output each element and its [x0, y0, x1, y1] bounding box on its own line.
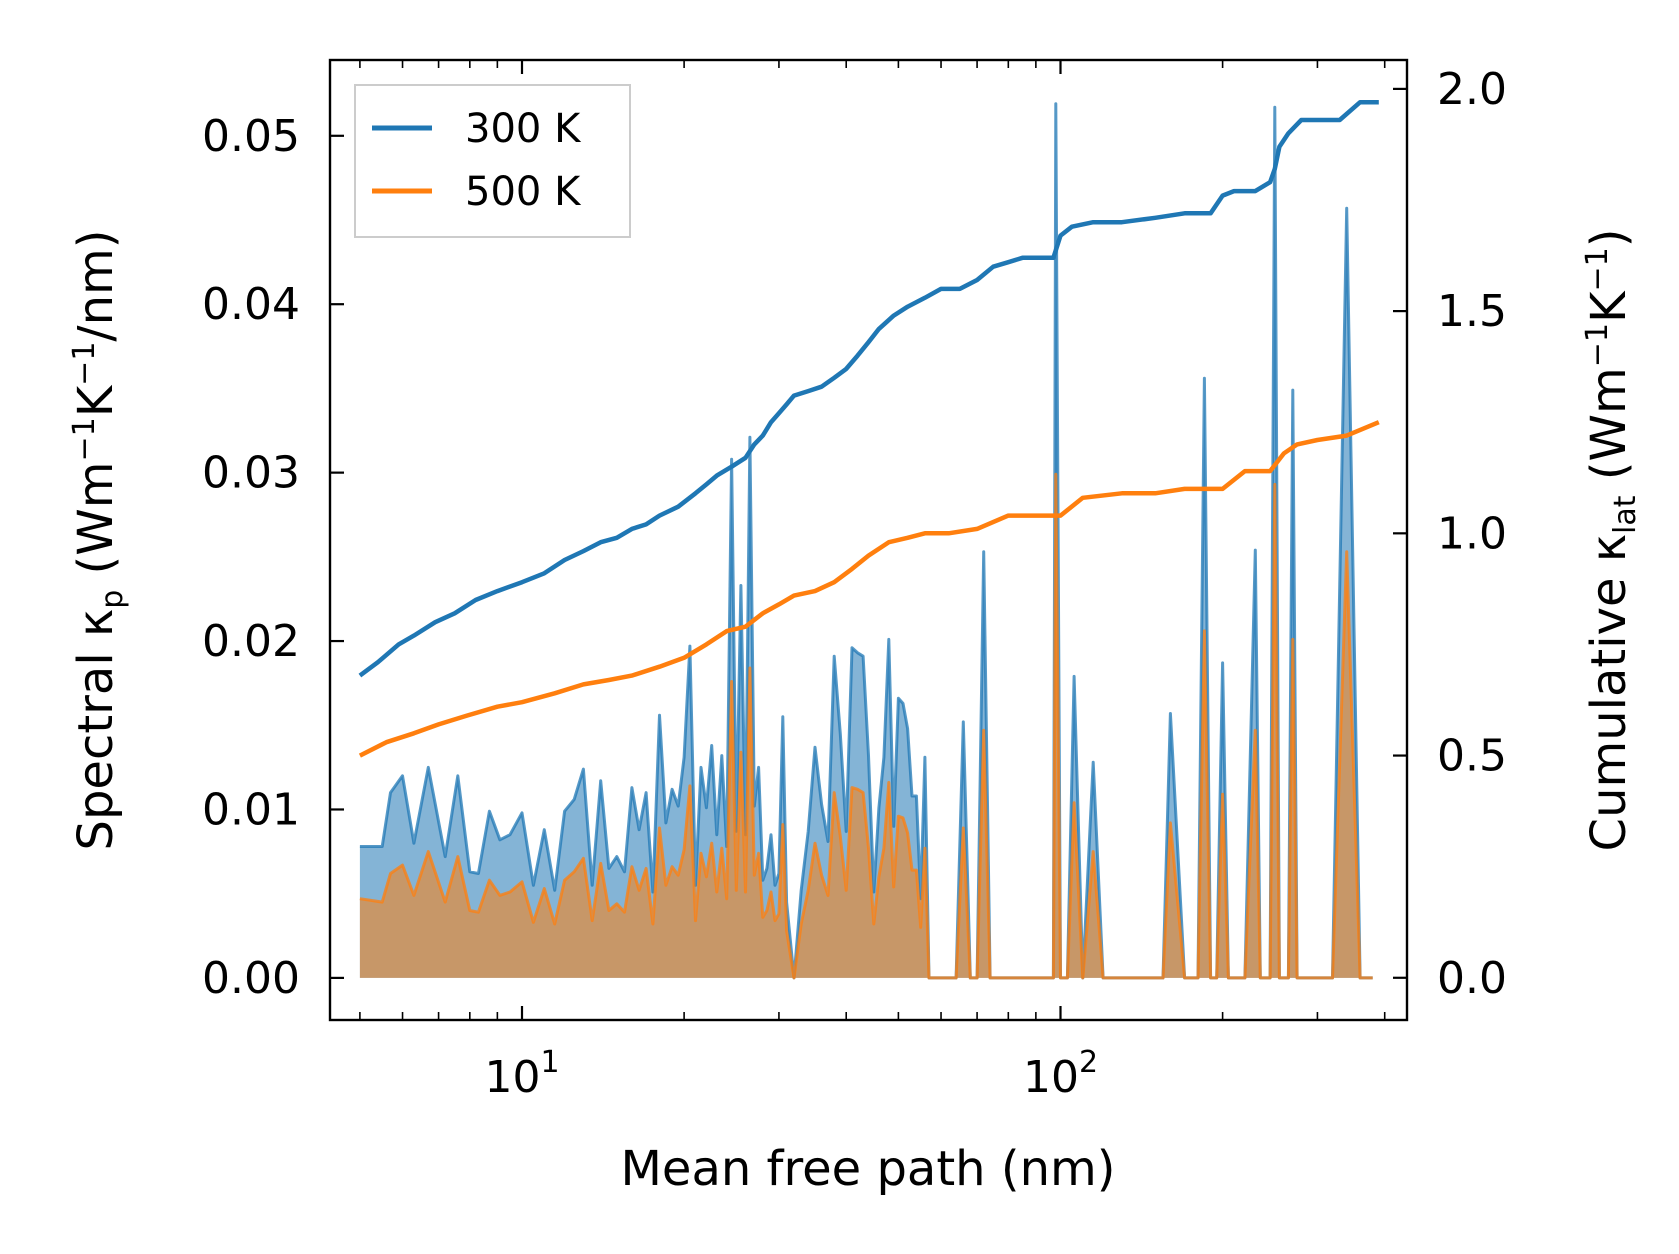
left-y-tick-label: 0.04: [202, 279, 300, 330]
left-y-label-exp1: −1: [67, 417, 102, 461]
left-y-label-unit-open: (Wm: [68, 462, 124, 590]
right-y-tick-label: 2.0: [1437, 64, 1507, 115]
x-tick-exponent: 1: [540, 1045, 559, 1080]
right-y-tick-label: 1.0: [1437, 508, 1507, 559]
left-y-tick-label: 0.03: [202, 448, 300, 499]
right-y-label-unit-open: (Wm: [1581, 367, 1637, 495]
left-y-label-unit-close: /nm): [68, 230, 124, 342]
x-axis-minor-ticks: [359, 60, 1386, 1020]
spectral-line-500k: [359, 472, 1373, 980]
cumulative-line-300k: [358, 99, 1379, 678]
left-y-tick-label: 0.02: [202, 616, 300, 667]
right-y-label-unit-close: ): [1581, 229, 1637, 248]
x-tick-label: 102: [1023, 1045, 1098, 1103]
cumulative-line-500k: [358, 420, 1380, 758]
x-tick-label: 101: [484, 1045, 559, 1103]
left-y-axis-title: Spectral κp (Wm−1K−1/nm): [67, 230, 130, 851]
legend-label-500k: 500 K: [465, 169, 582, 215]
left-y-label-exp2: −1: [67, 342, 102, 386]
legend-box: [354, 84, 631, 238]
right-y-label-unit-mid: K: [1581, 290, 1637, 323]
left-y-label-unit-mid: K: [68, 384, 124, 417]
x-axis-ticks: 101 102: [484, 60, 1098, 1103]
right-y-tick-label: 1.5: [1437, 286, 1507, 337]
cumulative-layer: [358, 99, 1380, 758]
left-y-tick-label: 0.00: [202, 953, 300, 1004]
right-y-label-exp1: −1: [1580, 323, 1615, 367]
right-y-tick-label: 0.5: [1437, 731, 1507, 782]
legend: 300 K 500 K: [354, 84, 631, 238]
right-y-label-main: Cumulative κ: [1581, 534, 1637, 852]
legend-label-300k: 300 K: [465, 106, 582, 152]
spectral-layer: [359, 102, 1373, 980]
left-y-tick-label: 0.01: [202, 784, 300, 835]
x-axis-title: Mean free path (nm): [621, 1141, 1116, 1197]
right-y-label-exp2: −1: [1580, 247, 1615, 291]
left-y-tick-label: 0.05: [202, 111, 300, 162]
x-tick-base: 10: [484, 1052, 540, 1103]
right-y-axis-ticks: 0.0 0.5 1.0 1.5 2.0: [1393, 64, 1507, 1004]
x-tick-base: 10: [1023, 1052, 1079, 1103]
left-y-label-main: Spectral κ: [68, 609, 124, 851]
right-y-axis-title: Cumulative κlat (Wm−1K−1): [1580, 229, 1643, 852]
right-y-tick-label: 0.0: [1437, 953, 1507, 1004]
plot-frame: [328, 58, 1409, 1022]
x-tick-exponent: 2: [1079, 1045, 1098, 1080]
left-y-axis-ticks: 0.00 0.01 0.02 0.03 0.04 0.05: [202, 111, 344, 1004]
left-y-label-sub: p: [95, 590, 130, 609]
right-y-label-sub: lat: [1608, 495, 1643, 534]
